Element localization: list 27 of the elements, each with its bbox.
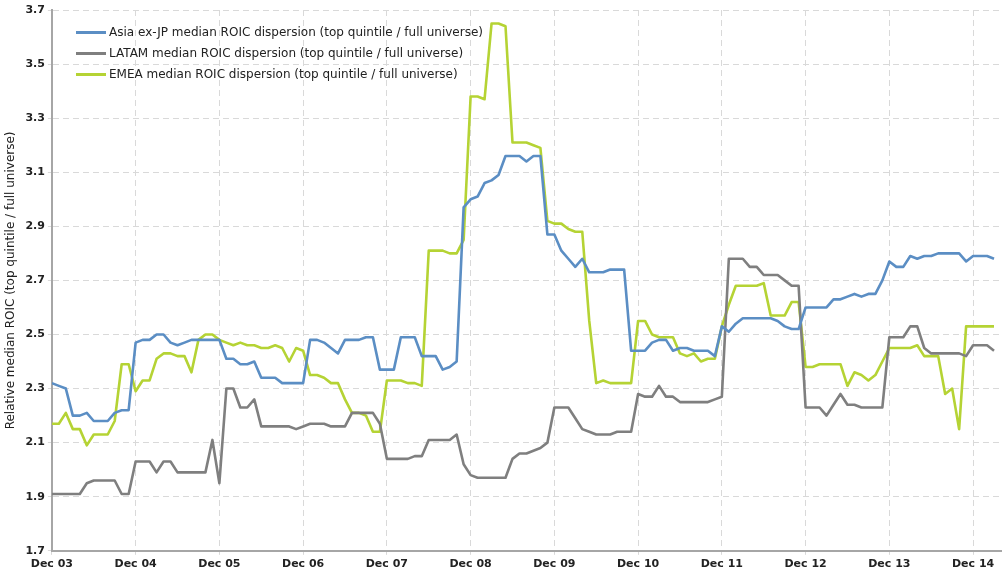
x-tick-label: Dec 11: [700, 557, 743, 571]
y-tick-label: 2.9: [25, 219, 45, 233]
x-tick-label: Dec 13: [868, 557, 911, 571]
y-tick-label: 1.9: [25, 489, 45, 503]
legend-label: EMEA median ROIC dispersion (top quintile / full universe): [109, 66, 458, 83]
y-tick-label: 3.3: [25, 111, 45, 125]
legend-label: LATAM median ROIC dispersion (top quintile / full universe): [109, 45, 464, 62]
x-tick-label: Dec 10: [616, 557, 660, 571]
x-tick-label: Dec 05: [198, 557, 241, 571]
x-tick-label: Dec 06: [282, 557, 325, 571]
y-tick-label: 2.1: [25, 435, 45, 449]
x-tick-label: Dec 03: [30, 557, 74, 571]
y-tick-label: 3.1: [25, 165, 45, 179]
y-tick-label: 2.7: [25, 273, 45, 287]
y-axis-title: Relative median ROIC (top quintile / full universe): [3, 131, 18, 430]
y-tick-label: 2.5: [25, 327, 45, 341]
y-tick-label: 1.7: [25, 543, 45, 557]
y-tick-label: 3.7: [25, 2, 45, 16]
y-tick-label: 3.5: [25, 56, 45, 70]
x-tick-label: Dec 04: [114, 557, 158, 571]
y-tick-label: 2.3: [25, 381, 45, 395]
x-tick-label: Dec 07: [365, 557, 408, 571]
legend-label: Asia ex-JP median ROIC dispersion (top quintile / full universe): [109, 24, 483, 41]
x-tick-label: Dec 14: [951, 557, 995, 571]
x-tick-label: Dec 08: [449, 557, 492, 571]
x-tick-label: Dec 09: [533, 557, 576, 571]
x-tick-label: Dec 12: [784, 557, 827, 571]
